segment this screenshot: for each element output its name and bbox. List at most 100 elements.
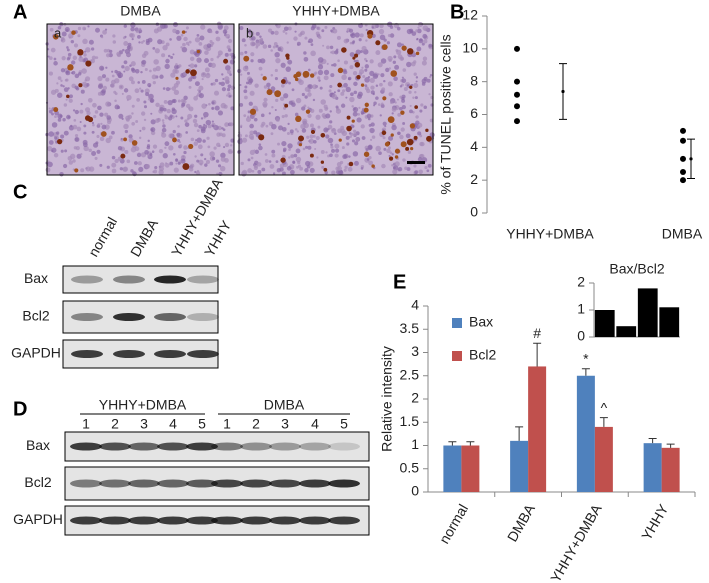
cell: [244, 95, 248, 100]
cell: [53, 152, 59, 158]
cell: [217, 110, 224, 116]
cell: [159, 74, 164, 79]
cell: [288, 100, 293, 105]
cell: [248, 78, 254, 84]
cell: [74, 137, 80, 143]
apoptotic-cell: [67, 64, 74, 71]
cell: [228, 150, 232, 153]
cell: [221, 73, 224, 76]
cell: [396, 49, 402, 55]
apoptotic-cell: [407, 48, 414, 55]
cell: [331, 93, 337, 100]
y-tick-label: 2: [470, 171, 478, 187]
cell: [118, 84, 124, 90]
cell: [224, 122, 229, 127]
cell: [296, 165, 299, 169]
cell: [168, 145, 174, 151]
cell: [53, 57, 57, 61]
cell: [127, 114, 133, 120]
band: [328, 516, 360, 525]
cell: [177, 99, 181, 103]
cell: [415, 115, 419, 119]
band: [187, 275, 219, 284]
cell: [353, 132, 358, 137]
cell: [100, 36, 104, 39]
cell: [143, 118, 147, 122]
cell: [382, 136, 386, 140]
y-tick-label: 3.5: [400, 320, 420, 336]
cell: [198, 159, 204, 165]
cell: [281, 140, 287, 147]
apoptotic-cell: [175, 76, 179, 80]
cell: [75, 146, 80, 151]
cell: [81, 68, 87, 74]
cell: [426, 169, 430, 173]
cell: [344, 165, 348, 169]
cell: [194, 51, 200, 58]
mean-point: [561, 89, 565, 94]
cell: [307, 113, 312, 118]
row-label: Bax: [24, 270, 48, 286]
cell: [126, 99, 129, 102]
cell: [80, 168, 85, 173]
cell: [103, 48, 108, 53]
bar: [643, 443, 662, 492]
apoptotic-cell: [354, 53, 359, 58]
cell: [149, 153, 153, 156]
cell: [287, 143, 293, 149]
cell: [175, 115, 178, 118]
cell: [358, 38, 362, 42]
cell: [136, 152, 142, 158]
apoptotic-cell: [120, 153, 126, 159]
cell: [60, 68, 66, 73]
cell: [330, 73, 335, 78]
cell: [316, 26, 321, 31]
bar: [461, 445, 480, 492]
cell: [162, 153, 168, 159]
error-bar: [515, 426, 524, 441]
cell: [130, 169, 134, 173]
cell: [78, 56, 84, 62]
cell: [230, 151, 233, 154]
cell: [121, 92, 124, 95]
cell: [241, 169, 248, 176]
cell: [428, 43, 433, 48]
image-title: DMBA: [120, 3, 161, 19]
cell: [329, 85, 333, 88]
cell: [412, 96, 415, 99]
cell: [263, 103, 268, 108]
cell: [365, 39, 368, 42]
cell: [400, 127, 405, 132]
cell: [335, 105, 339, 109]
apoptotic-cell: [415, 51, 420, 56]
cell: [347, 166, 353, 172]
cell: [199, 163, 203, 166]
cell: [260, 73, 263, 76]
cell: [403, 86, 408, 91]
band: [299, 516, 331, 525]
band: [99, 479, 131, 488]
cell: [212, 82, 216, 86]
cell: [215, 30, 219, 34]
cell: [158, 169, 164, 175]
cell: [106, 120, 112, 125]
cell: [87, 25, 90, 28]
cell: [329, 153, 333, 158]
cell: [259, 35, 262, 38]
cell: [275, 160, 279, 164]
error-bar: [666, 443, 675, 448]
cell: [380, 104, 385, 108]
bar: [528, 366, 547, 492]
cell: [88, 148, 92, 153]
apoptotic-cell: [409, 123, 416, 129]
cell: [155, 102, 160, 108]
cell: [47, 55, 50, 58]
lane-label: 1: [82, 416, 90, 432]
apoptotic-cell: [74, 168, 79, 173]
cell: [61, 36, 65, 41]
panel-label: B: [450, 1, 464, 23]
cell: [164, 146, 167, 149]
lane-label: 3: [281, 416, 289, 432]
cell: [295, 148, 301, 154]
cell: [110, 83, 115, 88]
